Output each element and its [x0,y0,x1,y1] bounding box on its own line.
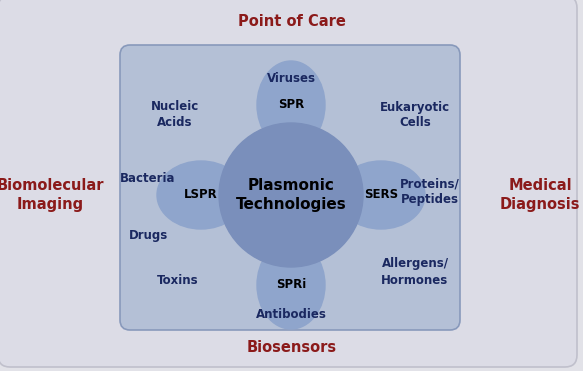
Text: Medical
Diagnosis: Medical Diagnosis [500,178,580,212]
Text: Drugs: Drugs [128,229,168,242]
Text: Biomolecular
Imaging: Biomolecular Imaging [0,178,104,212]
Ellipse shape [257,241,325,329]
Text: Point of Care: Point of Care [237,14,346,30]
Text: Viruses: Viruses [266,72,315,85]
Text: Plasmonic
Technologies: Plasmonic Technologies [236,178,346,213]
Ellipse shape [157,161,245,229]
Text: SPR: SPR [278,98,304,112]
Text: SERS: SERS [364,188,398,201]
Text: Bacteria: Bacteria [120,171,175,184]
Text: Toxins: Toxins [157,273,199,286]
Ellipse shape [257,61,325,149]
FancyBboxPatch shape [0,0,577,367]
Ellipse shape [337,161,425,229]
Text: SPRi: SPRi [276,279,306,292]
Text: LSPR: LSPR [184,188,218,201]
Text: Nucleic
Acids: Nucleic Acids [151,101,199,129]
Circle shape [219,123,363,267]
Text: Biosensors: Biosensors [247,341,336,355]
Text: Allergens/
Hormones: Allergens/ Hormones [381,257,449,286]
Text: Proteins/
Peptides: Proteins/ Peptides [400,177,460,207]
Text: Eukaryotic
Cells: Eukaryotic Cells [380,101,450,129]
FancyBboxPatch shape [120,45,460,330]
Text: Antibodies: Antibodies [255,309,326,322]
